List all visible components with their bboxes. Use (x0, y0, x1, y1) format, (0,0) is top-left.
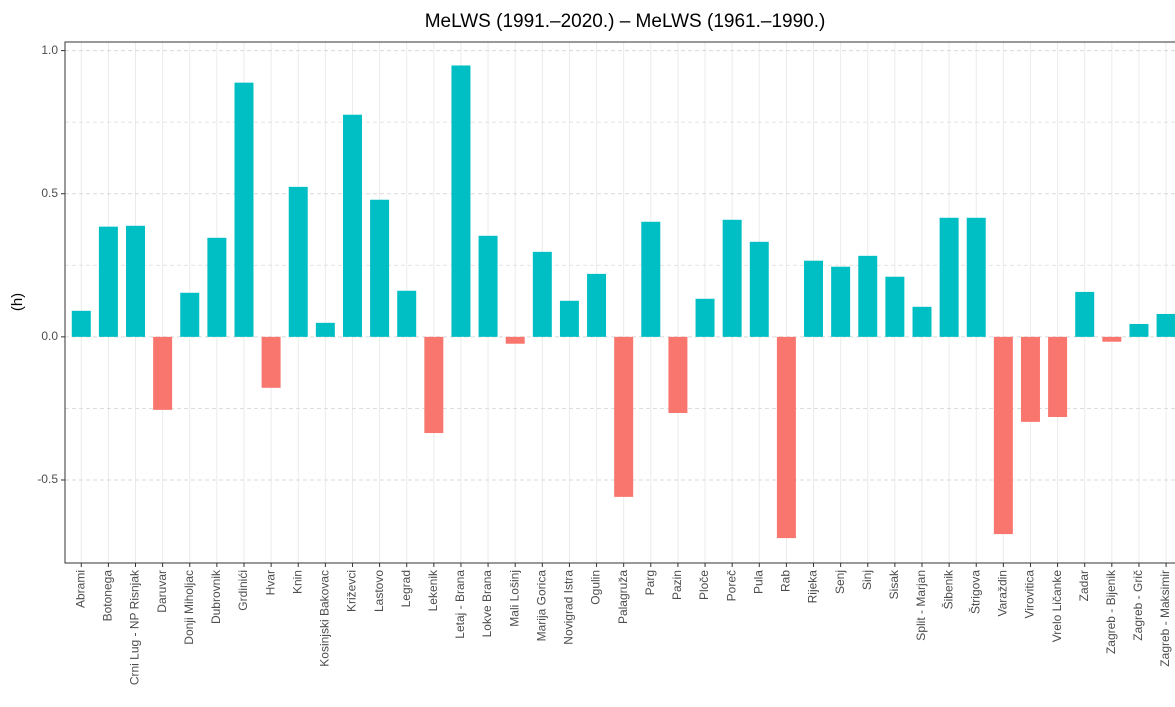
x-tick-label: Poreč (724, 570, 738, 601)
bar (478, 235, 498, 337)
x-tick-label: Križevci (345, 570, 359, 612)
bar (424, 336, 444, 434)
bar (776, 336, 796, 539)
x-tick-label: Marija Gorica (534, 570, 548, 642)
bar (397, 290, 417, 337)
x-tick-label: Lekenik (426, 569, 440, 611)
bar (939, 217, 959, 337)
x-tick-label: Sisak (887, 569, 901, 599)
x-tick-label: Donji Miholjac (182, 570, 196, 645)
bar (695, 298, 715, 337)
chart-title: MeLWS (1991.–2020.) – MeLWS (1961.–1990.… (425, 11, 826, 32)
bar (207, 237, 227, 337)
bar (180, 292, 200, 337)
bar (1102, 336, 1122, 342)
panel-border (64, 41, 1175, 564)
x-tick-label: Zagreb - Bijenik (1104, 569, 1118, 654)
bar (370, 199, 390, 337)
bar (1020, 336, 1040, 422)
x-tick-label: Šibenik (940, 569, 955, 609)
x-tick-label: Hvar (263, 570, 277, 595)
x-tick-label: Legrad (399, 570, 413, 607)
y-tick-label: 1.0 (41, 43, 58, 57)
bar (1075, 291, 1095, 337)
x-tick-label: Ploče (697, 570, 711, 600)
x-tick-label: Varaždin (996, 570, 1010, 616)
x-tick-label: Rijeka (806, 570, 820, 604)
x-tick-label: Palagruža (616, 570, 630, 624)
bar (505, 336, 525, 344)
bar (126, 225, 146, 337)
x-tick-label: Novigrad Istra (562, 570, 576, 645)
bar (614, 336, 634, 497)
bar (858, 255, 878, 337)
y-tick-label: -0.5 (37, 472, 58, 486)
x-tick-label: Sinj (860, 570, 874, 590)
x-tick-label: Letaj - Brana (453, 570, 467, 639)
x-tick-label: Zagreb - Grič (1131, 570, 1145, 641)
bar (153, 336, 173, 410)
bar (71, 310, 91, 337)
x-tick-label: Crni Lug - NP Risnjak (128, 569, 142, 685)
x-tick-label: Ogulin (589, 570, 603, 605)
y-tick-label: 0.0 (41, 329, 58, 343)
bar (559, 300, 579, 337)
x-tick-label: Split - Marjan (914, 570, 928, 641)
bar (966, 217, 986, 337)
y-tick-label: 0.5 (41, 186, 58, 200)
x-tick-label: Štrigova (967, 570, 982, 614)
x-tick-label: Parg (643, 570, 657, 595)
bar (261, 336, 281, 388)
x-tick-label: Lastovo (372, 570, 386, 612)
bar (1129, 323, 1149, 337)
bar (532, 251, 552, 337)
x-tick-label: Botonega (101, 570, 115, 622)
bar (315, 322, 335, 337)
bar (749, 241, 769, 337)
bar (587, 273, 607, 337)
x-tick-label: Daruvar (155, 570, 169, 613)
y-axis-label: (h) (9, 293, 26, 311)
bar (1048, 336, 1068, 418)
bar (885, 276, 905, 337)
x-tick-label: Kosinjski Bakovac (318, 570, 332, 667)
x-tick-label: Senj (833, 570, 847, 594)
bar (722, 219, 742, 337)
bar (831, 266, 851, 337)
bar (98, 226, 118, 337)
x-tick-label: Zagreb - Maksimir (1158, 570, 1172, 667)
x-tick-label: Abrami (73, 570, 87, 608)
bar (641, 221, 661, 337)
bar (234, 82, 254, 337)
x-tick-label: Virovitica (1023, 570, 1037, 619)
bar (288, 186, 308, 337)
x-tick-label: Vrelo Ličanke (1050, 570, 1064, 643)
x-tick-label: Rab (779, 570, 793, 592)
bar (993, 336, 1013, 535)
x-tick-label: Zadar (1077, 570, 1091, 601)
bar (912, 306, 932, 337)
x-tick-label: Dubrovnik (209, 569, 223, 624)
bar (804, 260, 824, 337)
bar (668, 336, 688, 413)
bar (1156, 313, 1175, 337)
x-tick-label: Grdinići (236, 570, 250, 611)
x-tick-label: Mali Lošinj (507, 570, 521, 627)
bar (451, 65, 471, 337)
x-tick-label: Knin (290, 570, 304, 594)
bar (342, 114, 362, 337)
x-tick-label: Pazin (670, 570, 684, 600)
x-tick-label: Pula (751, 570, 765, 594)
x-tick-label: Lokve Brana (480, 570, 494, 638)
